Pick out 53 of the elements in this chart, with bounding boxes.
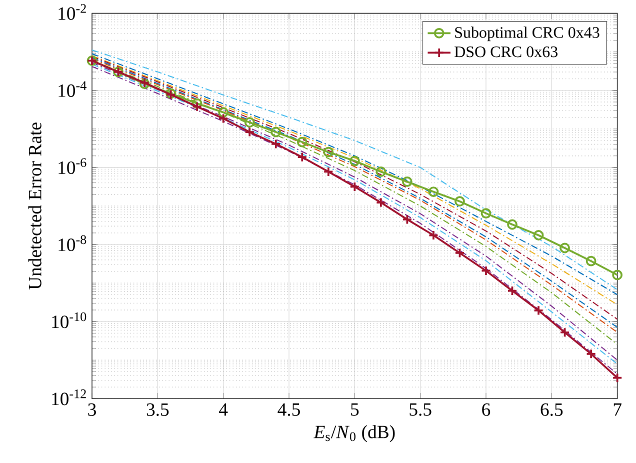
point: [612, 372, 623, 384]
point: [376, 166, 386, 178]
y-tick-label: 10$^{-4}$: [58, 81, 86, 98]
y-tick-label: 10$^{-2}$: [58, 4, 86, 20]
y-tick-label: 10$^{-10}$: [52, 312, 86, 328]
point: [218, 107, 229, 118]
point: [296, 137, 308, 148]
point: [296, 152, 308, 162]
legend-label: Suboptimal CRC 0x43: [455, 26, 600, 42]
point: [323, 147, 334, 158]
x-tick-label: 5.5: [410, 404, 432, 416]
point: [507, 286, 518, 296]
point: [192, 102, 202, 112]
point: [586, 348, 596, 360]
y-tick-label: 10$^{-6}$: [58, 158, 86, 174]
y-axis-title: Undetected Error Rate: [28, 122, 42, 290]
point: [560, 242, 570, 254]
point: [349, 156, 360, 166]
point: [560, 327, 570, 338]
point: [533, 230, 544, 241]
legend-label: DSO CRC 0x63: [454, 46, 558, 58]
point: [244, 126, 255, 138]
point: [376, 198, 386, 208]
point: [454, 248, 465, 258]
point: [428, 230, 439, 241]
point: [270, 126, 282, 138]
point: [218, 114, 229, 124]
point: [349, 182, 360, 192]
x-tick-label: 3.5: [146, 404, 169, 416]
point: [612, 270, 623, 280]
x-tick-label: 4: [219, 404, 228, 416]
x-tick-label: 7: [614, 404, 622, 416]
x-axis-title: E$_{s}$/N$_{0}$ (dB): [314, 425, 395, 442]
point: [507, 219, 518, 230]
point: [192, 98, 202, 109]
x-tick-label: 6.5: [540, 404, 563, 416]
point: [270, 138, 282, 150]
x-tick-label: 4.5: [278, 404, 300, 416]
point: [454, 196, 465, 207]
point: [402, 176, 412, 188]
point: [323, 166, 334, 178]
point: [480, 208, 492, 219]
point: [586, 256, 596, 266]
point: [480, 266, 492, 276]
x-tick-label: 5: [351, 404, 359, 416]
y-tick-label: 10$^{-8}$: [58, 235, 86, 252]
point: [533, 305, 544, 316]
y-tick-label: 10$^{-12}$: [52, 390, 86, 406]
point: [428, 186, 439, 198]
x-tick-label: 3: [88, 404, 96, 416]
point: [402, 214, 412, 225]
point: [244, 117, 255, 128]
x-tick-label: 6: [482, 404, 490, 416]
